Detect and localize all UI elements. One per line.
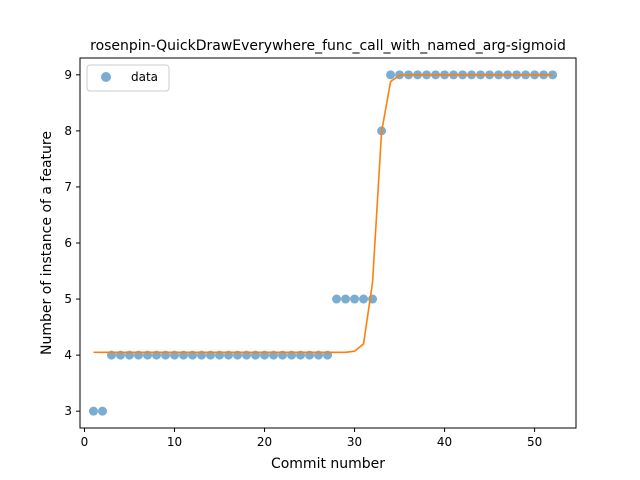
x-tick-label: 0 [81, 435, 89, 449]
legend: data [86, 64, 170, 92]
y-tick-label: 5 [64, 292, 72, 306]
y-tick-label: 9 [64, 68, 72, 82]
data-point [89, 406, 99, 416]
x-tick-label: 30 [347, 435, 362, 449]
y-tick-label: 7 [64, 180, 72, 194]
data-point [386, 70, 396, 80]
data-point [98, 406, 108, 416]
y-axis-label: Number of instance of a feature [39, 131, 55, 355]
legend-label-data: data [131, 70, 158, 84]
axis-ticks: 0 10 20 30 40 50 3 4 5 6 7 8 9 [64, 68, 542, 449]
y-tick-label: 3 [64, 404, 72, 418]
y-tick-label: 4 [64, 348, 72, 362]
x-tick-label: 50 [527, 435, 542, 449]
y-tick-label: 6 [64, 236, 72, 250]
x-axis-label: Commit number [271, 456, 385, 472]
legend-box [86, 64, 170, 92]
y-tick-label: 8 [64, 124, 72, 138]
plot-area [89, 70, 558, 416]
fit-line [93, 74, 553, 354]
chart-title: rosenpin-QuickDrawEverywhere_func_call_w… [90, 38, 566, 54]
data-point [359, 294, 369, 304]
x-tick-label: 20 [257, 435, 272, 449]
data-point [341, 294, 351, 304]
x-tick-label: 10 [167, 435, 182, 449]
x-tick-label: 40 [437, 435, 452, 449]
data-point [350, 294, 360, 304]
data-point [332, 294, 342, 304]
legend-marker-data [101, 72, 111, 82]
